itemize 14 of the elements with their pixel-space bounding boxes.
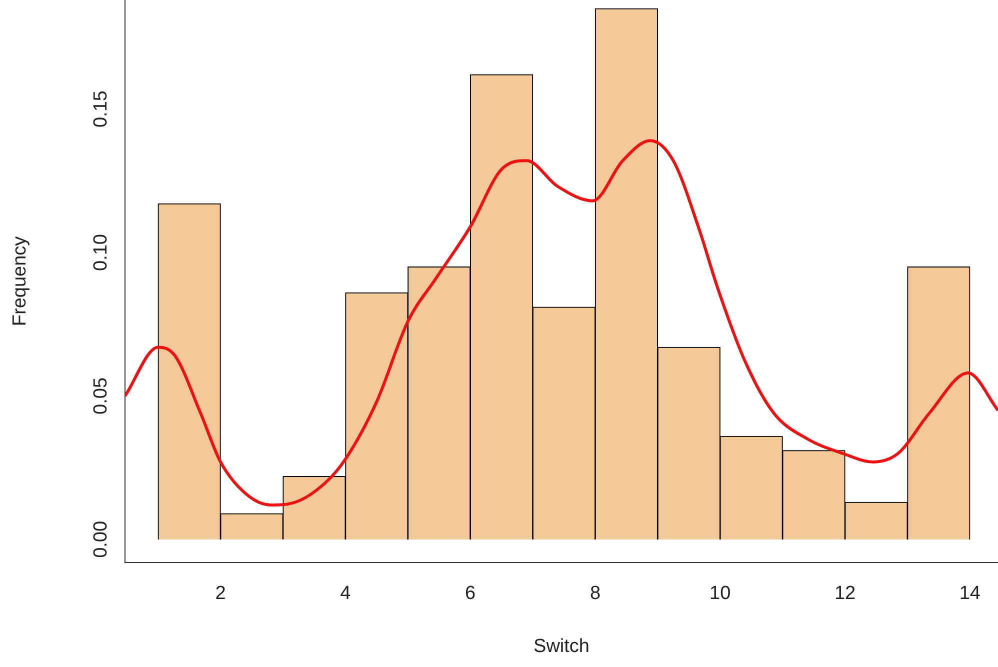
x-tick-label: 8 bbox=[590, 583, 601, 604]
line-series bbox=[125, 139, 998, 507]
x-tick-label: 14 bbox=[959, 583, 981, 604]
y-tick-label: 0.05 bbox=[90, 377, 112, 414]
y-axis-title: Frequency bbox=[10, 236, 31, 326]
y-tick-label: 0.00 bbox=[90, 520, 112, 558]
x-tick-label: 12 bbox=[834, 583, 856, 604]
x-tick-label: 4 bbox=[340, 583, 352, 604]
y-tick-label: 0.15 bbox=[90, 90, 112, 128]
x-tick-label: 2 bbox=[215, 583, 226, 604]
x-tick-label: 6 bbox=[465, 583, 476, 604]
x-tick-label: 10 bbox=[710, 583, 731, 604]
x-axis-title: Switch bbox=[534, 636, 590, 657]
y-tick-label: 0.10 bbox=[90, 234, 112, 271]
